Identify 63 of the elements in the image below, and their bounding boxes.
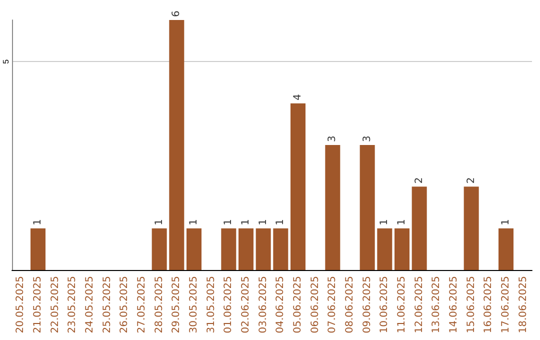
x-tick-label: 30.05.2025	[188, 276, 200, 334]
x-tick-label: 26.05.2025	[119, 276, 130, 334]
bar	[186, 228, 202, 270]
bar	[325, 145, 340, 270]
data-label: 2	[466, 177, 477, 184]
data-label: 1	[188, 218, 200, 226]
x-tick-label: 05.06.2025	[292, 276, 304, 334]
x-tick-label: 01.06.2025	[223, 276, 234, 334]
bar	[498, 228, 514, 270]
x-tick-label: 17.06.2025	[500, 276, 512, 334]
x-tick-label: 11.06.2025	[396, 276, 408, 334]
x-tick-label: 27.05.2025	[136, 276, 148, 334]
x-tick-label: 18.06.2025	[518, 276, 529, 334]
data-label: 1	[275, 218, 286, 226]
x-tick-label: 04.06.2025	[275, 276, 286, 334]
x-tick-label: 16.06.2025	[483, 276, 494, 334]
x-tick-label: 08.06.2025	[344, 276, 356, 334]
x-tick-label: 09.06.2025	[362, 276, 373, 334]
x-tick-label: 22.05.2025	[50, 276, 61, 334]
x-tick-label: 24.05.2025	[84, 276, 96, 334]
data-label: 1	[240, 218, 252, 226]
data-label: 1	[32, 218, 44, 226]
bar	[30, 228, 46, 270]
bar	[221, 228, 236, 270]
x-tick-label: 21.05.2025	[32, 276, 44, 334]
data-label: 1	[500, 218, 512, 226]
bar	[360, 145, 375, 270]
bar	[169, 20, 184, 270]
bar	[394, 228, 410, 270]
y-tick-label: 5	[2, 58, 10, 64]
x-tick-label: 31.05.2025	[206, 276, 217, 334]
data-label: 3	[327, 136, 338, 142]
x-tick-label: 15.06.2025	[466, 276, 477, 334]
data-label: 1	[258, 218, 269, 226]
bar	[256, 228, 271, 270]
data-label: 1	[379, 218, 390, 226]
x-tick-label: 14.06.2025	[448, 276, 460, 334]
x-tick-label: 12.06.2025	[414, 276, 425, 334]
bar	[412, 186, 427, 270]
x-tick-label: 10.06.2025	[379, 276, 390, 334]
x-tick-label: 06.06.2025	[310, 276, 321, 334]
data-label: 6	[171, 10, 182, 17]
data-label: 1	[223, 218, 234, 226]
bar	[377, 228, 392, 270]
data-label: 4	[292, 94, 304, 100]
x-tick-label: 29.05.2025	[171, 276, 182, 334]
x-tick-label: 25.05.2025	[102, 276, 113, 334]
data-label: 3	[362, 136, 373, 142]
data-label: 1	[154, 218, 165, 226]
data-label: 1	[396, 218, 408, 226]
x-tick-label: 23.05.2025	[67, 276, 78, 334]
bar	[238, 228, 254, 270]
bar	[290, 103, 306, 270]
bar	[464, 186, 479, 270]
x-tick-label: 07.06.2025	[327, 276, 338, 334]
x-tick-label: 20.05.2025	[15, 276, 26, 334]
x-tick-label: 02.06.2025	[240, 276, 252, 334]
x-tick-label: 13.06.2025	[431, 276, 442, 334]
bar	[152, 228, 167, 270]
x-tick-label: 03.06.2025	[258, 276, 269, 334]
x-tick-label: 28.05.2025	[154, 276, 165, 334]
data-label: 2	[414, 177, 425, 184]
bar	[273, 228, 288, 270]
